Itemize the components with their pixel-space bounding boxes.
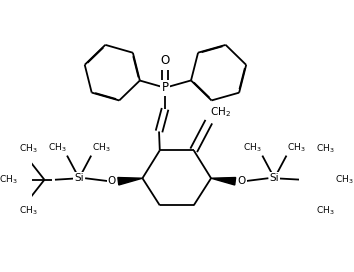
Text: CH$_2$: CH$_2$ bbox=[210, 105, 231, 119]
Text: O: O bbox=[160, 54, 170, 67]
Text: CH$_3$: CH$_3$ bbox=[336, 174, 354, 186]
Text: CH$_3$: CH$_3$ bbox=[316, 142, 335, 155]
Text: CH$_3$: CH$_3$ bbox=[92, 142, 110, 154]
Text: P: P bbox=[161, 81, 169, 94]
Text: O: O bbox=[108, 176, 116, 186]
Text: CH$_3$: CH$_3$ bbox=[287, 142, 306, 154]
Polygon shape bbox=[211, 178, 236, 185]
Polygon shape bbox=[118, 178, 142, 185]
Text: CH$_3$: CH$_3$ bbox=[18, 142, 37, 155]
Text: CH$_3$: CH$_3$ bbox=[0, 174, 18, 186]
Text: CH$_3$: CH$_3$ bbox=[18, 205, 37, 217]
Text: CH$_3$: CH$_3$ bbox=[48, 142, 66, 154]
Text: CH$_3$: CH$_3$ bbox=[316, 205, 335, 217]
Text: CH$_3$: CH$_3$ bbox=[243, 142, 262, 154]
Text: Si: Si bbox=[270, 173, 279, 183]
Text: O: O bbox=[238, 176, 246, 186]
Text: Si: Si bbox=[74, 173, 84, 183]
